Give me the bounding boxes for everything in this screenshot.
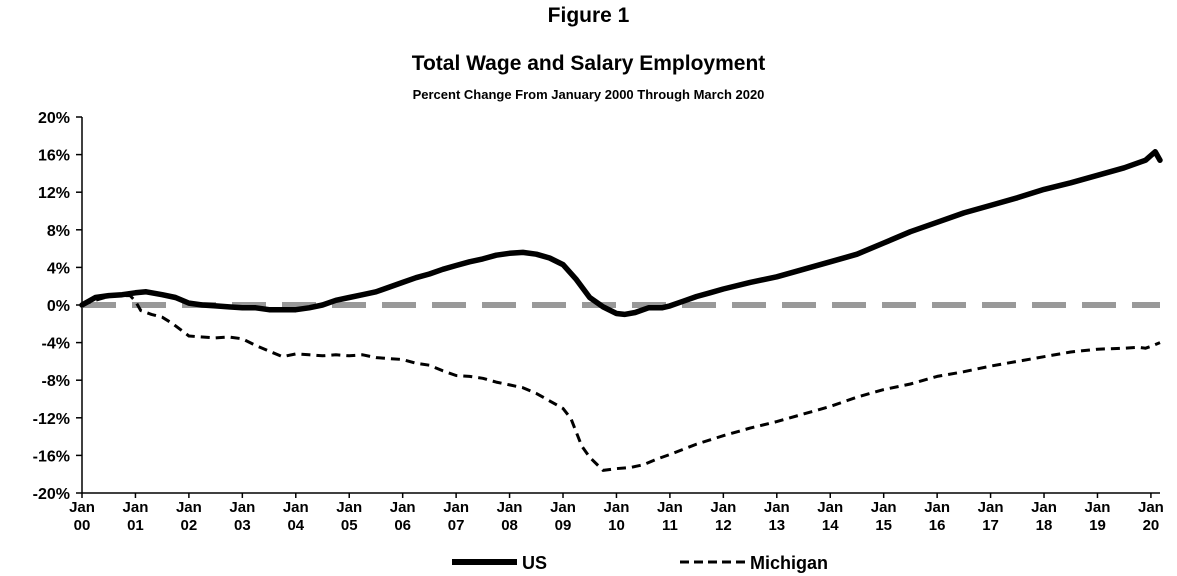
x-tick-label-year: 05 bbox=[341, 517, 358, 534]
x-tick-label-month: Jan bbox=[69, 499, 95, 516]
x-tick-label-year: 11 bbox=[662, 517, 678, 534]
x-tick-label-month: Jan bbox=[390, 499, 416, 516]
x-tick-label-month: Jan bbox=[176, 499, 202, 516]
x-tick-label-month: Jan bbox=[817, 499, 843, 516]
x-tick-label-year: 10 bbox=[608, 517, 625, 534]
x-tick-label-year: 09 bbox=[555, 517, 572, 534]
legend-label-michigan: Michigan bbox=[750, 553, 828, 573]
series-group bbox=[79, 149, 1163, 472]
x-tick-label-year: 19 bbox=[1089, 517, 1106, 534]
x-tick-label-year: 08 bbox=[501, 517, 518, 534]
x-tick-label-year: 17 bbox=[982, 517, 999, 534]
x-tick-label-month: Jan bbox=[710, 499, 736, 516]
y-tick-label: 12% bbox=[38, 185, 70, 202]
x-tick-label-year: 15 bbox=[875, 517, 892, 534]
y-tick-label: 16% bbox=[38, 148, 70, 165]
x-tick-label-month: Jan bbox=[657, 499, 683, 516]
x-tick-label-year: 03 bbox=[234, 517, 251, 534]
legend-label-us: US bbox=[522, 553, 547, 573]
y-tick-label: -12% bbox=[33, 411, 70, 428]
x-tick-label-year: 00 bbox=[74, 517, 91, 534]
x-tick-label-year: 06 bbox=[394, 517, 411, 534]
x-tick-label-month: Jan bbox=[764, 499, 790, 516]
x-tick-label-year: 14 bbox=[822, 517, 839, 534]
x-tick-label-month: Jan bbox=[550, 499, 576, 516]
x-tick-label-year: 13 bbox=[768, 517, 785, 534]
x-tick-label-month: Jan bbox=[871, 499, 897, 516]
x-tick-label-month: Jan bbox=[229, 499, 255, 516]
x-tick-label-month: Jan bbox=[924, 499, 950, 516]
x-tick-label-year: 20 bbox=[1143, 517, 1160, 534]
x-tick-label-month: Jan bbox=[443, 499, 469, 516]
x-tick-label-month: Jan bbox=[497, 499, 523, 516]
x-tick-label-month: Jan bbox=[123, 499, 149, 516]
x-axis: Jan00Jan01Jan02Jan03Jan04Jan05Jan06Jan07… bbox=[69, 492, 1164, 534]
x-tick-label-month: Jan bbox=[1138, 499, 1164, 516]
x-tick-label-month: Jan bbox=[978, 499, 1004, 516]
y-tick-label: 4% bbox=[47, 260, 70, 277]
legend: US Michigan bbox=[452, 553, 828, 573]
series-line-michigan bbox=[81, 294, 1161, 472]
x-tick-label-month: Jan bbox=[283, 499, 309, 516]
x-tick-label-year: 07 bbox=[448, 517, 465, 534]
y-tick-label: 0% bbox=[47, 298, 70, 315]
x-tick-label-year: 04 bbox=[287, 517, 304, 534]
x-tick-label-year: 12 bbox=[715, 517, 732, 534]
y-tick-label: 8% bbox=[47, 223, 70, 240]
y-tick-label: -4% bbox=[42, 336, 70, 353]
y-tick-label: 20% bbox=[38, 110, 70, 127]
series-line-us bbox=[79, 149, 1163, 318]
y-tick-label: -8% bbox=[42, 373, 70, 390]
x-tick-label-month: Jan bbox=[604, 499, 630, 516]
x-tick-label-month: Jan bbox=[336, 499, 362, 516]
x-tick-label-month: Jan bbox=[1085, 499, 1111, 516]
x-tick-label-year: 18 bbox=[1036, 517, 1053, 534]
chart-title: Total Wage and Salary Employment bbox=[411, 52, 766, 75]
y-axis: 20% 16% 12% 8% 4% 0% -4% -8% -12% -16% -20% bbox=[33, 110, 83, 503]
chart-subtitle: Percent Change From January 2000 Through… bbox=[412, 87, 765, 102]
x-tick-label-year: 02 bbox=[181, 517, 198, 534]
figure-label: Figure 1 bbox=[547, 4, 630, 27]
y-tick-label: -16% bbox=[33, 448, 70, 465]
x-tick-label-month: Jan bbox=[1031, 499, 1057, 516]
x-tick-label-year: 01 bbox=[127, 517, 144, 534]
x-tick-label-year: 16 bbox=[929, 517, 946, 534]
y-tick-label: -20% bbox=[33, 486, 70, 503]
